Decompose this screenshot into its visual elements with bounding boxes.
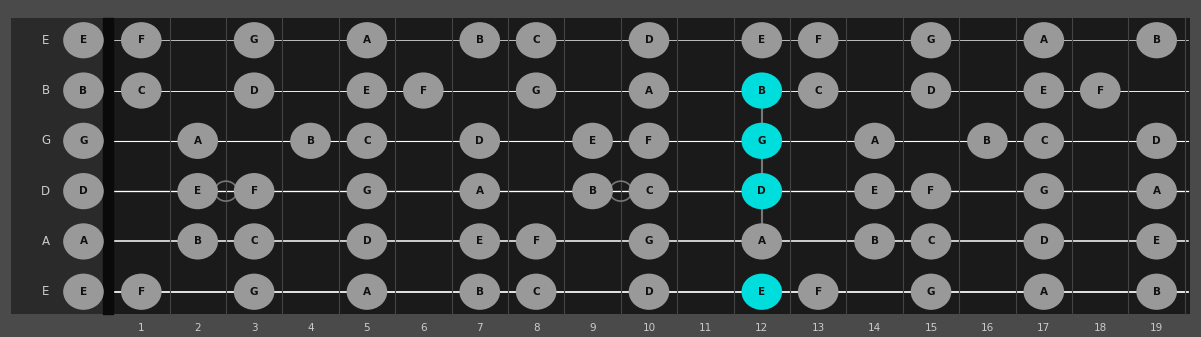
Ellipse shape bbox=[347, 22, 387, 58]
FancyBboxPatch shape bbox=[11, 18, 108, 314]
Text: B: B bbox=[193, 237, 202, 246]
Text: D: D bbox=[363, 237, 371, 246]
Text: F: F bbox=[420, 86, 426, 95]
Text: 19: 19 bbox=[1151, 323, 1164, 333]
Text: D: D bbox=[250, 86, 258, 95]
Text: 15: 15 bbox=[925, 323, 938, 333]
Text: A: A bbox=[871, 136, 879, 146]
Text: E: E bbox=[476, 237, 483, 246]
Text: D: D bbox=[927, 86, 936, 95]
Text: A: A bbox=[79, 237, 88, 246]
Text: 17: 17 bbox=[1038, 323, 1051, 333]
Ellipse shape bbox=[741, 22, 782, 58]
Ellipse shape bbox=[628, 274, 669, 310]
Ellipse shape bbox=[460, 173, 500, 209]
Text: G: G bbox=[927, 287, 936, 297]
Ellipse shape bbox=[64, 274, 103, 310]
Text: A: A bbox=[42, 235, 49, 248]
Text: D: D bbox=[758, 186, 766, 196]
Text: D: D bbox=[1040, 237, 1048, 246]
Ellipse shape bbox=[64, 22, 103, 58]
Text: 4: 4 bbox=[307, 323, 313, 333]
Text: 10: 10 bbox=[643, 323, 656, 333]
Ellipse shape bbox=[347, 72, 387, 109]
Text: B: B bbox=[1153, 35, 1160, 45]
Text: A: A bbox=[1040, 35, 1047, 45]
Ellipse shape bbox=[64, 123, 103, 159]
Ellipse shape bbox=[741, 72, 782, 109]
Text: A: A bbox=[1153, 186, 1160, 196]
Ellipse shape bbox=[234, 223, 274, 259]
Ellipse shape bbox=[797, 274, 838, 310]
Ellipse shape bbox=[628, 22, 669, 58]
Ellipse shape bbox=[516, 72, 556, 109]
Text: E: E bbox=[758, 287, 765, 297]
Ellipse shape bbox=[516, 274, 556, 310]
Ellipse shape bbox=[741, 274, 782, 310]
Ellipse shape bbox=[854, 223, 895, 259]
Ellipse shape bbox=[291, 123, 330, 159]
Text: C: C bbox=[137, 86, 145, 95]
Text: F: F bbox=[138, 287, 145, 297]
Ellipse shape bbox=[1023, 72, 1064, 109]
Ellipse shape bbox=[64, 72, 103, 109]
Text: 7: 7 bbox=[477, 323, 483, 333]
Ellipse shape bbox=[741, 123, 782, 159]
Ellipse shape bbox=[628, 173, 669, 209]
Ellipse shape bbox=[64, 173, 103, 209]
Text: D: D bbox=[645, 287, 653, 297]
Text: A: A bbox=[645, 86, 653, 95]
Ellipse shape bbox=[967, 123, 1008, 159]
Ellipse shape bbox=[1136, 22, 1177, 58]
Ellipse shape bbox=[910, 223, 951, 259]
Text: G: G bbox=[927, 35, 936, 45]
Ellipse shape bbox=[234, 72, 274, 109]
Ellipse shape bbox=[516, 22, 556, 58]
Text: F: F bbox=[814, 287, 821, 297]
Ellipse shape bbox=[347, 123, 387, 159]
Text: E: E bbox=[80, 287, 86, 297]
Ellipse shape bbox=[1023, 223, 1064, 259]
Ellipse shape bbox=[460, 223, 500, 259]
Text: C: C bbox=[814, 86, 821, 95]
Ellipse shape bbox=[460, 274, 500, 310]
Text: E: E bbox=[364, 86, 370, 95]
Text: F: F bbox=[532, 237, 539, 246]
Ellipse shape bbox=[64, 223, 103, 259]
Ellipse shape bbox=[628, 123, 669, 159]
Ellipse shape bbox=[178, 223, 219, 259]
Text: D: D bbox=[476, 136, 484, 146]
Text: G: G bbox=[645, 237, 653, 246]
Ellipse shape bbox=[234, 22, 274, 58]
Ellipse shape bbox=[1136, 223, 1177, 259]
Text: E: E bbox=[588, 136, 596, 146]
Text: B: B bbox=[42, 84, 49, 97]
Text: E: E bbox=[42, 34, 49, 47]
Ellipse shape bbox=[347, 223, 387, 259]
Text: B: B bbox=[1153, 287, 1160, 297]
Ellipse shape bbox=[910, 22, 951, 58]
Text: A: A bbox=[476, 186, 484, 196]
Text: G: G bbox=[1040, 186, 1048, 196]
Text: F: F bbox=[251, 186, 258, 196]
Ellipse shape bbox=[460, 22, 500, 58]
Text: G: G bbox=[758, 136, 766, 146]
Text: 6: 6 bbox=[420, 323, 426, 333]
Text: B: B bbox=[871, 237, 879, 246]
Text: D: D bbox=[41, 185, 50, 197]
Text: A: A bbox=[758, 237, 766, 246]
Ellipse shape bbox=[1023, 22, 1064, 58]
Text: C: C bbox=[250, 237, 258, 246]
Text: A: A bbox=[363, 35, 371, 45]
Text: 16: 16 bbox=[981, 323, 994, 333]
Text: 1: 1 bbox=[138, 323, 144, 333]
Text: E: E bbox=[1153, 237, 1160, 246]
Text: F: F bbox=[645, 136, 652, 146]
Text: B: B bbox=[306, 136, 315, 146]
Ellipse shape bbox=[460, 123, 500, 159]
Ellipse shape bbox=[854, 173, 895, 209]
Text: B: B bbox=[79, 86, 88, 95]
Text: F: F bbox=[927, 186, 934, 196]
Text: B: B bbox=[984, 136, 991, 146]
